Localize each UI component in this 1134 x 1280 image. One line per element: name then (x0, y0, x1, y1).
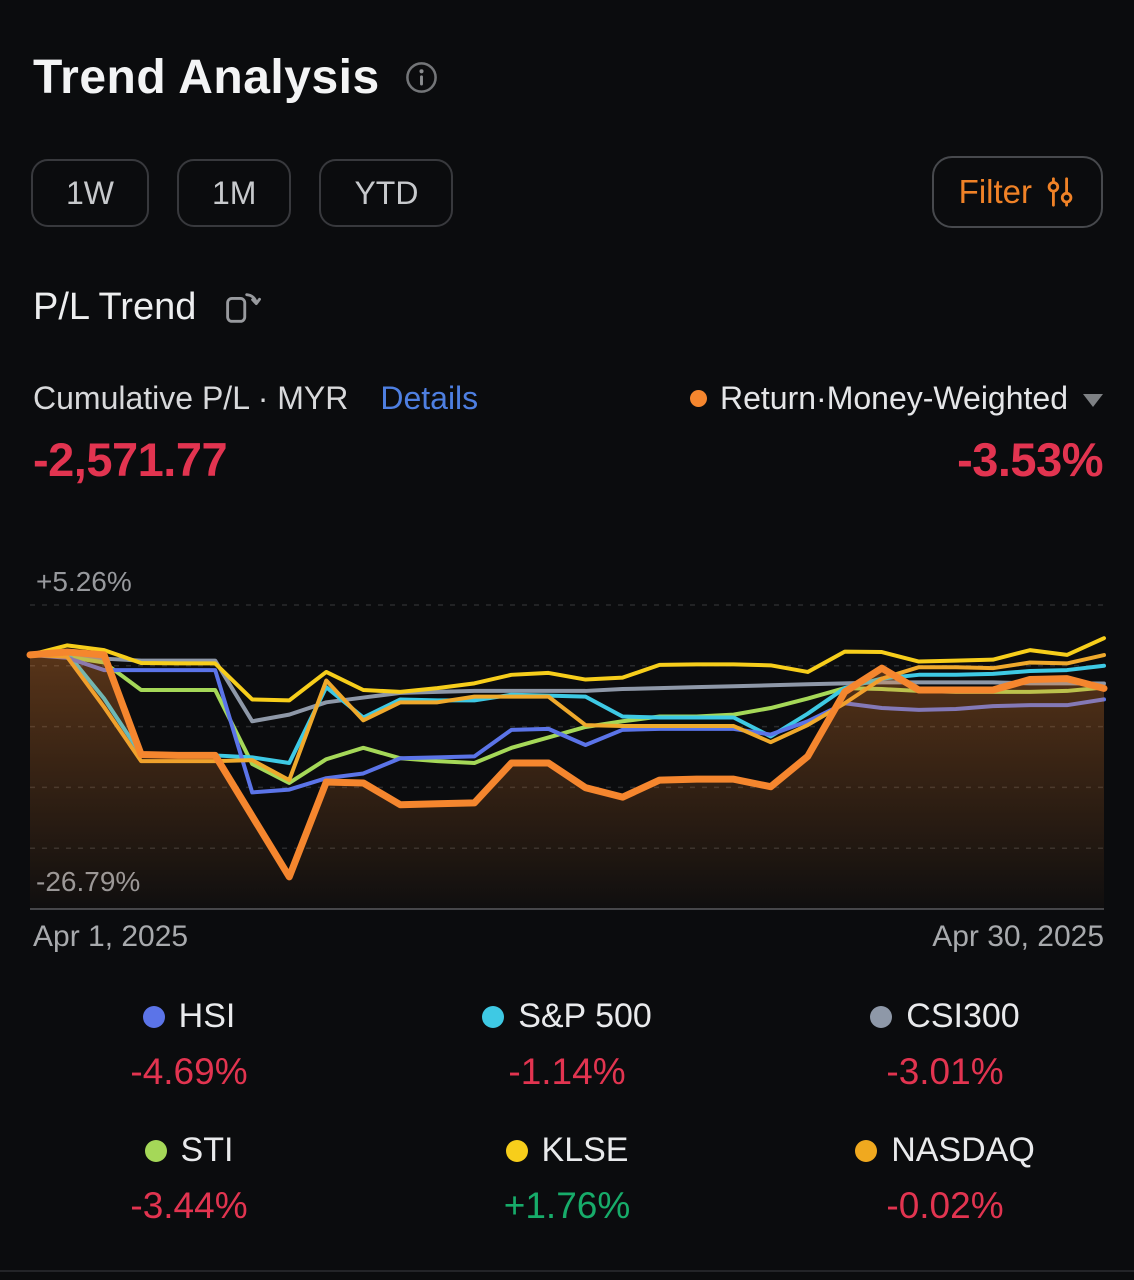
legend-name: CSI300 (906, 997, 1020, 1035)
filter-button[interactable]: Filter (931, 156, 1103, 228)
legend-item-csi300[interactable]: CSI300 -3.01% (756, 997, 1134, 1093)
legend-value: +1.76% (503, 1185, 631, 1226)
cumulative-pl-label-group: Cumulative P/L · MYR Details (33, 380, 478, 417)
bottom-divider (0, 1270, 1134, 1272)
legend-name: S&P 500 (518, 997, 652, 1035)
legend-dot (505, 1139, 528, 1162)
legend-item-klse[interactable]: KLSE +1.76% (378, 1131, 756, 1227)
pl-trend-section-header: P/L Trend (33, 286, 262, 329)
legend-dot (144, 1139, 167, 1162)
page-title: Trend Analysis (33, 51, 380, 104)
legend-name: STI (180, 1131, 234, 1169)
return-value: -3.53% (957, 433, 1103, 486)
legend-dot (142, 1005, 165, 1028)
summary-values-row: -2,571.77 -3.53% (33, 432, 1103, 487)
range-button-1m[interactable]: 1M (177, 159, 292, 227)
filter-button-label: Filter (958, 173, 1032, 210)
details-link[interactable]: Details (380, 380, 479, 416)
legend-dot (482, 1005, 505, 1028)
pl-trend-title: P/L Trend (33, 286, 197, 328)
filter-sliders-icon (1044, 175, 1076, 209)
legend-value: -4.69% (130, 1051, 248, 1092)
x-axis-labels: Apr 1, 2025 Apr 30, 2025 (33, 920, 1104, 954)
x-end-label: Apr 30, 2025 (932, 920, 1104, 953)
cumulative-pl-value: -2,571.77 (33, 433, 228, 486)
y-min-label: -26.79% (36, 866, 141, 897)
legend-item-sti[interactable]: STI -3.44% (0, 1131, 378, 1227)
range-button-ytd[interactable]: YTD (319, 159, 454, 227)
rotate-chart-icon[interactable] (218, 288, 262, 328)
legend-dot (870, 1005, 893, 1028)
legend-name: KLSE (541, 1131, 629, 1169)
legend-value: -0.02% (886, 1185, 1004, 1226)
summary-labels-row: Cumulative P/L · MYR Details Return·Mone… (33, 380, 1103, 417)
legend-item-nasdaq[interactable]: NASDAQ -0.02% (756, 1131, 1134, 1227)
cumulative-pl-label: Cumulative P/L · MYR (33, 380, 349, 416)
range-button-1w[interactable]: 1W (31, 159, 149, 227)
legend-name: NASDAQ (891, 1131, 1035, 1169)
legend-value: -1.14% (508, 1051, 626, 1092)
chevron-down-icon (1083, 394, 1103, 407)
legend-item-hsi[interactable]: HSI -4.69% (0, 997, 378, 1093)
legend-value: -3.44% (130, 1185, 248, 1226)
benchmark-legend: HSI -4.69% S&P 500 -1.14% CSI300 -3.01% … (0, 997, 1134, 1227)
header: Trend Analysis (33, 50, 439, 105)
legend-item-sp500[interactable]: S&P 500 -1.14% (378, 997, 756, 1093)
legend-value: -3.01% (886, 1051, 1004, 1092)
return-type-dropdown[interactable]: Return·Money-Weighted (689, 380, 1103, 417)
chart-series-lines (26, 636, 1108, 909)
y-max-label: +5.26% (36, 566, 132, 597)
legend-dot (855, 1139, 878, 1162)
range-selector: 1W 1M YTD (31, 159, 454, 227)
legend-name: HSI (178, 997, 236, 1035)
chart-gridlines (30, 604, 1104, 910)
return-type-label: Return·Money-Weighted (719, 380, 1068, 416)
info-icon[interactable] (404, 60, 439, 95)
x-start-label: Apr 1, 2025 (33, 920, 189, 953)
return-series-dot (689, 390, 707, 407)
